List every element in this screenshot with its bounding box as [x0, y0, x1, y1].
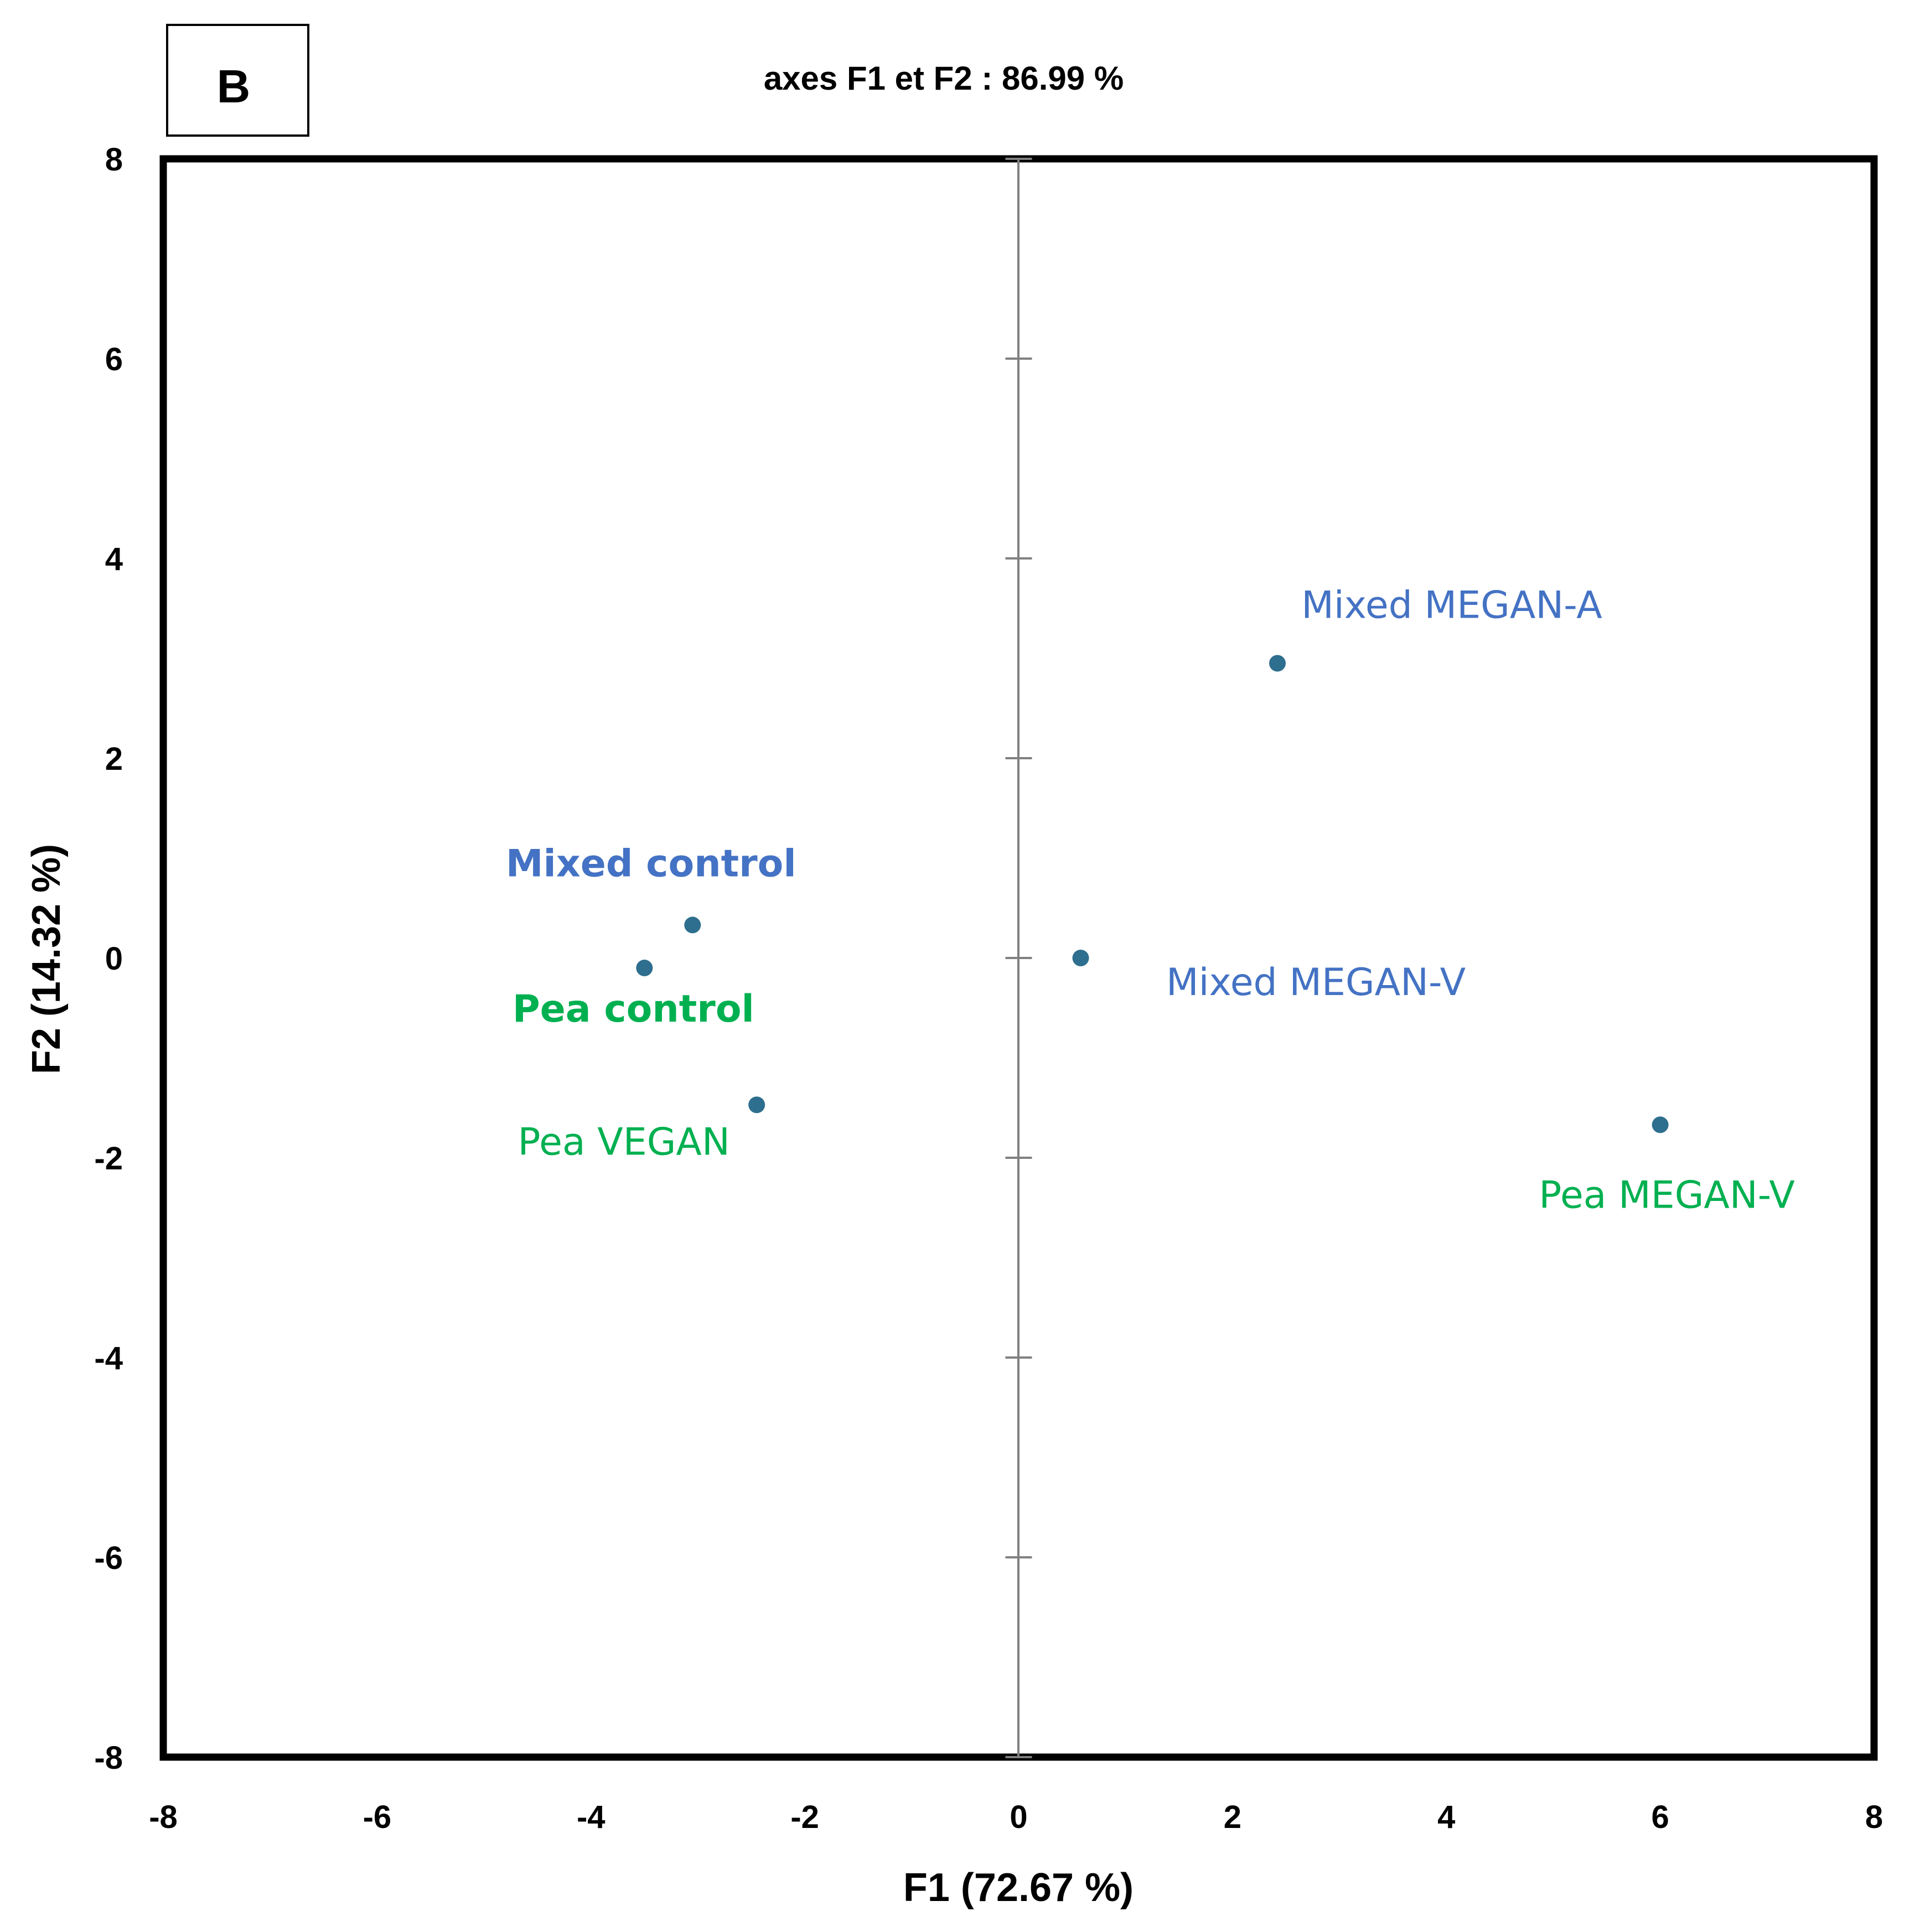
data-point — [684, 916, 701, 934]
panel-label-box: B — [166, 24, 309, 137]
x-tick-label: 6 — [1651, 1799, 1669, 1835]
x-tick-label: -8 — [149, 1799, 178, 1835]
y-tick-label: 6 — [105, 341, 123, 377]
y-tick-label: 4 — [105, 541, 123, 577]
x-tick-label: 0 — [1010, 1799, 1027, 1835]
data-point-label: Pea MEGAN-V — [1539, 1173, 1795, 1217]
chart-title: axes F1 et F2 : 86.99 % — [764, 60, 1124, 97]
y-tick-label: 0 — [105, 941, 123, 977]
panel-label: B — [217, 60, 251, 112]
y-tick-label: -2 — [94, 1141, 123, 1177]
y-axis-title: F2 (14.32 %) — [24, 844, 69, 1074]
data-point — [1269, 655, 1286, 672]
x-tick-label: 2 — [1224, 1799, 1241, 1835]
data-point — [1652, 1116, 1669, 1133]
x-tick-label: -2 — [790, 1799, 819, 1835]
y-tick-label: -6 — [94, 1540, 123, 1576]
y-tick-label: -4 — [94, 1340, 123, 1376]
data-point — [636, 960, 653, 977]
data-point — [1072, 950, 1089, 966]
data-point-label: Mixed MEGAN-V — [1166, 961, 1466, 1004]
x-tick-label: -4 — [577, 1799, 606, 1835]
data-point-label: Mixed control — [506, 842, 796, 885]
x-tick-labels: -8 -6 -4 -2 0 2 4 6 8 — [149, 1799, 1883, 1835]
x-tick-label: 8 — [1865, 1799, 1883, 1835]
x-tick-label: 4 — [1437, 1799, 1455, 1835]
x-tick-label: -6 — [363, 1799, 392, 1835]
x-axis-title: F1 (72.67 %) — [903, 1866, 1134, 1910]
data-point-labels: Mixed control Pea control Pea VEGAN Mixed M… — [506, 584, 1795, 1218]
y-zero-axis-ticks — [1005, 158, 1032, 1758]
y-tick-label: 8 — [105, 142, 123, 178]
panel-label-frame — [166, 24, 309, 137]
y-tick-label: 2 — [105, 741, 123, 777]
data-point-label: Pea control — [513, 987, 754, 1031]
data-point-label: Pea VEGAN — [518, 1120, 730, 1164]
y-tick-label: -8 — [94, 1740, 123, 1776]
data-point-label: Mixed MEGAN-A — [1301, 584, 1602, 628]
data-point — [748, 1096, 765, 1113]
data-points — [636, 655, 1669, 1133]
y-tick-labels: 8 6 4 2 0 -2 -4 -6 -8 — [94, 142, 123, 1776]
